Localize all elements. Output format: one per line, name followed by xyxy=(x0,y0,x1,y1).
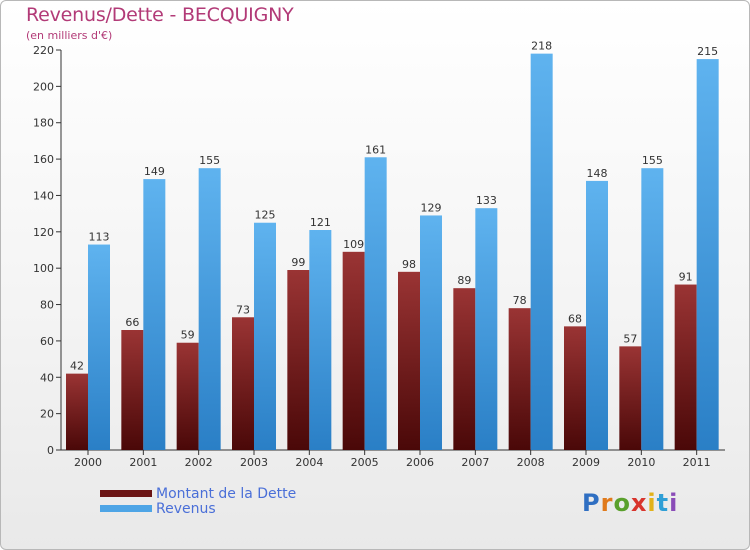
y-tick-label: 140 xyxy=(33,189,54,202)
proxiti-logo: Proxiti xyxy=(582,489,679,517)
legend-item-revenue: Revenus xyxy=(100,500,296,517)
bar-revenue xyxy=(143,179,166,450)
x-tick-label: 2004 xyxy=(295,456,323,469)
data-label-revenue: 215 xyxy=(697,45,718,58)
data-label-debt: 89 xyxy=(457,274,471,287)
bar-revenue xyxy=(696,59,719,450)
data-label-revenue: 155 xyxy=(642,154,663,167)
bar-debt xyxy=(508,308,531,450)
axes: 0 20 40 60 80 100 120 140 160 180 200 220 2000 2001 20… xyxy=(33,44,725,469)
data-labels: 42 113 66 149 59 155 73 125 99 121 109 161 98 129 89 13… xyxy=(70,40,718,373)
data-label-debt: 73 xyxy=(236,303,250,316)
data-label-revenue: 133 xyxy=(476,194,497,207)
chart-subtitle: (en milliers d'€) xyxy=(26,29,113,42)
bars xyxy=(66,53,719,451)
data-label-revenue: 218 xyxy=(531,40,552,53)
y-tick-label: 60 xyxy=(40,335,54,348)
data-label-debt: 109 xyxy=(343,238,364,251)
bar-revenue xyxy=(420,215,442,450)
data-label-revenue: 121 xyxy=(310,216,331,229)
data-label-revenue: 113 xyxy=(89,231,110,244)
bar-revenue xyxy=(198,168,221,450)
y-tick-label: 220 xyxy=(33,44,54,57)
legend-swatch-revenue xyxy=(100,505,152,512)
data-label-revenue: 155 xyxy=(199,154,220,167)
bar-revenue xyxy=(641,168,664,450)
y-tick-label: 200 xyxy=(33,80,54,93)
x-tick-label: 2005 xyxy=(351,456,379,469)
bar-revenue xyxy=(586,180,608,450)
data-label-debt: 66 xyxy=(125,316,139,329)
data-label-debt: 57 xyxy=(623,332,637,345)
data-label-revenue: 125 xyxy=(255,209,276,222)
data-label-debt: 91 xyxy=(679,271,693,284)
bar-revenue xyxy=(309,230,332,450)
bar-debt xyxy=(342,251,365,450)
bar-revenue xyxy=(530,53,553,451)
bar-debt xyxy=(674,284,697,450)
bar-revenue xyxy=(254,222,276,450)
x-tick-label: 2000 xyxy=(74,456,102,469)
x-tick-label: 2010 xyxy=(627,456,655,469)
data-label-debt: 42 xyxy=(70,360,84,373)
y-tick-label: 180 xyxy=(33,117,54,130)
bar-revenue xyxy=(88,244,110,450)
x-tick-label: 2009 xyxy=(572,456,600,469)
data-label-debt: 98 xyxy=(402,258,416,271)
y-tick-label: 100 xyxy=(33,262,54,275)
x-tick-label: 2007 xyxy=(461,456,489,469)
bar-revenue xyxy=(475,208,498,450)
bar-debt xyxy=(287,270,310,450)
bar-debt xyxy=(564,326,586,450)
y-tick-label: 160 xyxy=(33,153,54,166)
y-tick-label: 120 xyxy=(33,226,54,239)
legend-label-revenue: Revenus xyxy=(156,500,216,517)
x-tick-label: 2008 xyxy=(517,456,545,469)
data-label-revenue: 161 xyxy=(365,143,386,156)
x-tick-label: 2001 xyxy=(129,456,157,469)
y-tick-label: 40 xyxy=(40,371,54,384)
data-label-revenue: 129 xyxy=(421,201,442,214)
x-tick-label: 2003 xyxy=(240,456,268,469)
legend-swatch-debt xyxy=(100,490,152,497)
x-tick-label: 2006 xyxy=(406,456,434,469)
legend-label-debt: Montant de la Dette xyxy=(156,485,297,502)
y-tick-label: 20 xyxy=(40,408,54,421)
data-label-revenue: 148 xyxy=(587,167,608,180)
legend: Montant de la Dette Revenus xyxy=(100,485,297,517)
data-label-revenue: 149 xyxy=(144,165,165,178)
data-label-debt: 78 xyxy=(513,294,527,307)
data-label-debt: 99 xyxy=(291,256,305,269)
x-tick-label: 2011 xyxy=(683,456,711,469)
bar-debt xyxy=(619,346,642,450)
data-label-debt: 59 xyxy=(181,329,195,342)
bar-debt xyxy=(176,342,199,450)
data-label-debt: 68 xyxy=(568,312,582,325)
x-tick-label: 2002 xyxy=(185,456,213,469)
legend-item-debt: Montant de la Dette xyxy=(100,485,297,502)
chart-title: Revenus/Dette - BECQUIGNY xyxy=(26,4,294,26)
bar-debt xyxy=(121,330,144,450)
y-tick-label: 80 xyxy=(40,299,54,312)
y-tick-label: 0 xyxy=(47,444,54,457)
bar-debt xyxy=(232,317,254,450)
bar-debt xyxy=(453,288,476,450)
bar-revenue xyxy=(364,157,387,451)
bar-debt xyxy=(66,373,88,450)
bar-debt xyxy=(398,271,420,450)
